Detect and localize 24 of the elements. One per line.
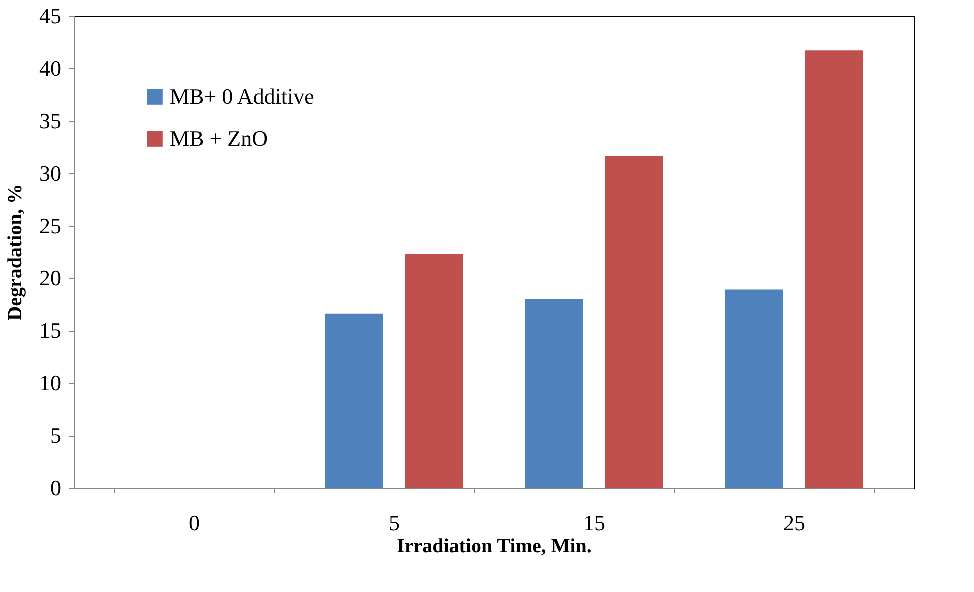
legend-label: MB + ZnO (170, 126, 268, 151)
x-tick-label: 0 (189, 510, 200, 536)
legend-label: MB+ 0 Additive (170, 84, 314, 109)
y-tick-label: 10 (40, 370, 62, 396)
y-tick-label: 40 (40, 56, 62, 81)
y-tick-label: 30 (40, 160, 62, 186)
y-tick-label: 25 (40, 213, 62, 238)
x-axis-title: Irradiation Time, Min. (397, 536, 592, 558)
bar (805, 50, 863, 488)
y-axis-title: Degradation, % (4, 184, 26, 321)
bar (525, 299, 583, 488)
x-tick-label: 25 (784, 510, 806, 536)
x-tick-label: 5 (389, 510, 400, 536)
y-tick-label: 5 (50, 423, 62, 448)
y-tick-label: 15 (40, 318, 62, 344)
y-tick-label: 45 (40, 4, 62, 28)
bar (605, 156, 663, 488)
y-tick-label: 35 (40, 108, 62, 134)
bar (325, 314, 383, 488)
bar (725, 290, 783, 488)
y-tick-label: 20 (40, 266, 62, 291)
y-tick-label: 0 (50, 476, 62, 500)
x-tick-label: 15 (584, 510, 606, 536)
bar (405, 254, 463, 488)
